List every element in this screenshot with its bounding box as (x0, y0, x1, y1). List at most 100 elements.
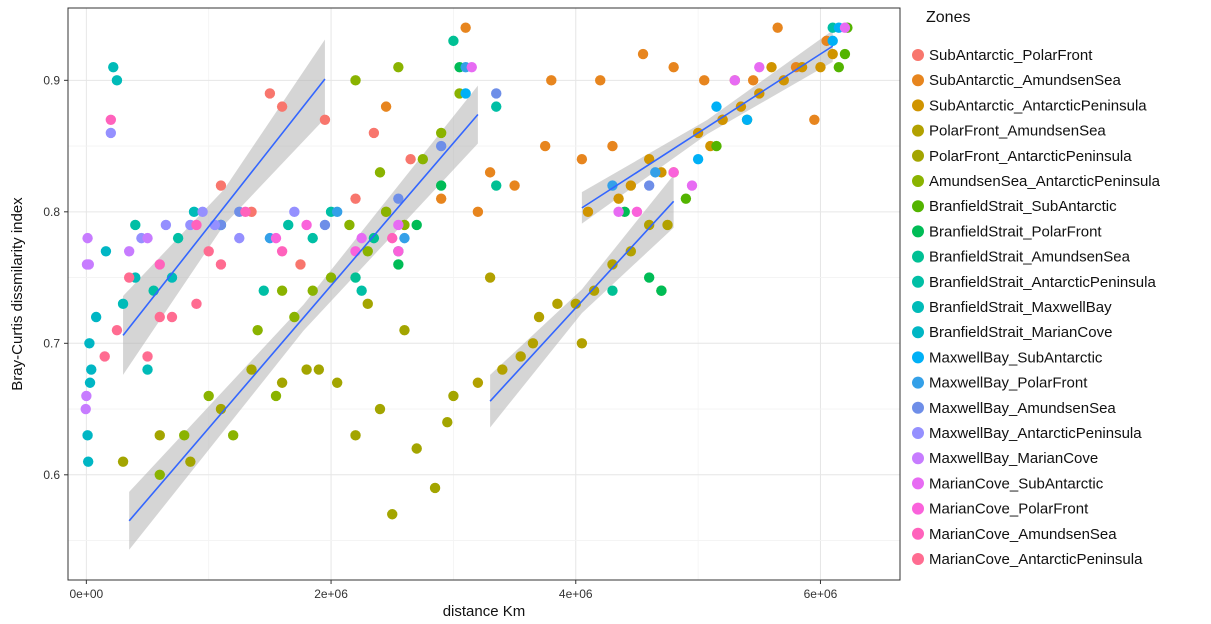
data-point (374, 403, 386, 415)
y-tick-label: 0.7 (43, 336, 60, 350)
data-point (570, 298, 581, 310)
legend-label: SubAntarctic_AmundsenSea (929, 72, 1121, 89)
y-tick-label: 0.6 (43, 468, 60, 482)
data-point (90, 311, 102, 323)
data-point (350, 430, 361, 441)
regression-line (581, 45, 834, 209)
data-point (668, 61, 679, 73)
data-point (123, 272, 135, 283)
data-point (350, 193, 361, 204)
legend: SubAntarctic_PolarFront SubAntarctic_Amun… (912, 47, 1161, 568)
data-point (533, 311, 545, 323)
regression-line (122, 78, 326, 336)
data-point (711, 101, 722, 112)
data-point (625, 180, 637, 191)
data-point (772, 22, 783, 33)
data-point (380, 101, 392, 112)
regression-lines (122, 45, 834, 522)
data-point (662, 219, 673, 231)
data-point (546, 75, 557, 86)
data-point (154, 259, 165, 270)
data-point (362, 246, 373, 257)
legend-label: MaxwellBay_AmundsenSea (929, 400, 1116, 417)
data-point (643, 272, 655, 283)
data-point (711, 140, 722, 152)
data-point (582, 206, 594, 218)
data-point (203, 246, 214, 257)
data-point (307, 285, 318, 296)
data-point (631, 206, 643, 218)
legend-label: PolarFront_AmundsenSea (929, 123, 1106, 140)
legend-key (912, 99, 924, 112)
legend-key (912, 49, 924, 61)
data-point (130, 219, 141, 231)
data-point (215, 180, 227, 191)
data-point (393, 61, 404, 73)
x-axis-title: distance Km (443, 603, 526, 620)
data-point (643, 219, 655, 231)
data-point (203, 390, 214, 402)
data-point (607, 140, 618, 152)
legend-label: MaxwellBay_MarianCove (929, 450, 1098, 467)
regression-line (128, 113, 479, 522)
data-point (491, 101, 502, 112)
data-point (215, 259, 227, 270)
data-point (154, 469, 165, 481)
legend-label: PolarFront_AntarcticPeninsula (929, 148, 1132, 165)
data-point (472, 206, 484, 218)
data-point (84, 377, 96, 388)
legend-label: MaxwellBay_SubAntarctic (929, 349, 1103, 366)
x-tick-label: 6e+06 (804, 587, 838, 601)
x-tick-label: 2e+06 (314, 587, 348, 601)
data-point (827, 48, 838, 60)
legend-key (912, 250, 924, 263)
data-point (188, 206, 200, 218)
data-point (313, 364, 325, 375)
data-point (393, 219, 404, 231)
regression-line (489, 200, 675, 402)
legend-key (912, 175, 924, 187)
data-point (319, 219, 331, 231)
data-point (809, 114, 820, 125)
data-point (258, 285, 269, 296)
data-point (331, 206, 343, 218)
data-point (686, 180, 698, 191)
legend-label: MarianCove_AmundsenSea (929, 526, 1117, 543)
data-point (625, 246, 637, 257)
data-point (81, 390, 92, 402)
data-point (301, 364, 312, 375)
data-point (166, 272, 178, 283)
data-point (448, 390, 459, 402)
data-point (154, 430, 165, 441)
data-point (472, 377, 484, 388)
legend-key (912, 502, 924, 515)
x-axis-ticks: 0e+00 2e+06 4e+06 6e+06 (70, 580, 838, 601)
data-point (234, 232, 245, 244)
data-point (839, 48, 851, 60)
data-point (82, 232, 93, 244)
data-point (607, 285, 618, 296)
confidence-bands (123, 30, 833, 550)
data-point (356, 285, 367, 296)
data-point (435, 193, 447, 204)
data-point (827, 35, 838, 47)
data-point (668, 167, 679, 178)
data-point (766, 61, 777, 73)
data-point (741, 114, 753, 125)
data-point (393, 246, 404, 257)
data-point (656, 285, 667, 296)
data-point (368, 127, 380, 139)
data-point (613, 206, 624, 218)
data-point (142, 351, 153, 362)
data-point (356, 232, 367, 244)
legend-key (912, 225, 924, 238)
data-point (331, 377, 343, 388)
data-point (105, 114, 117, 125)
legend-key (912, 401, 924, 414)
data-point (270, 390, 282, 402)
data-point (588, 285, 600, 296)
data-point (301, 219, 312, 231)
data-point (595, 75, 606, 86)
data-point (435, 140, 447, 152)
data-point (117, 298, 129, 310)
